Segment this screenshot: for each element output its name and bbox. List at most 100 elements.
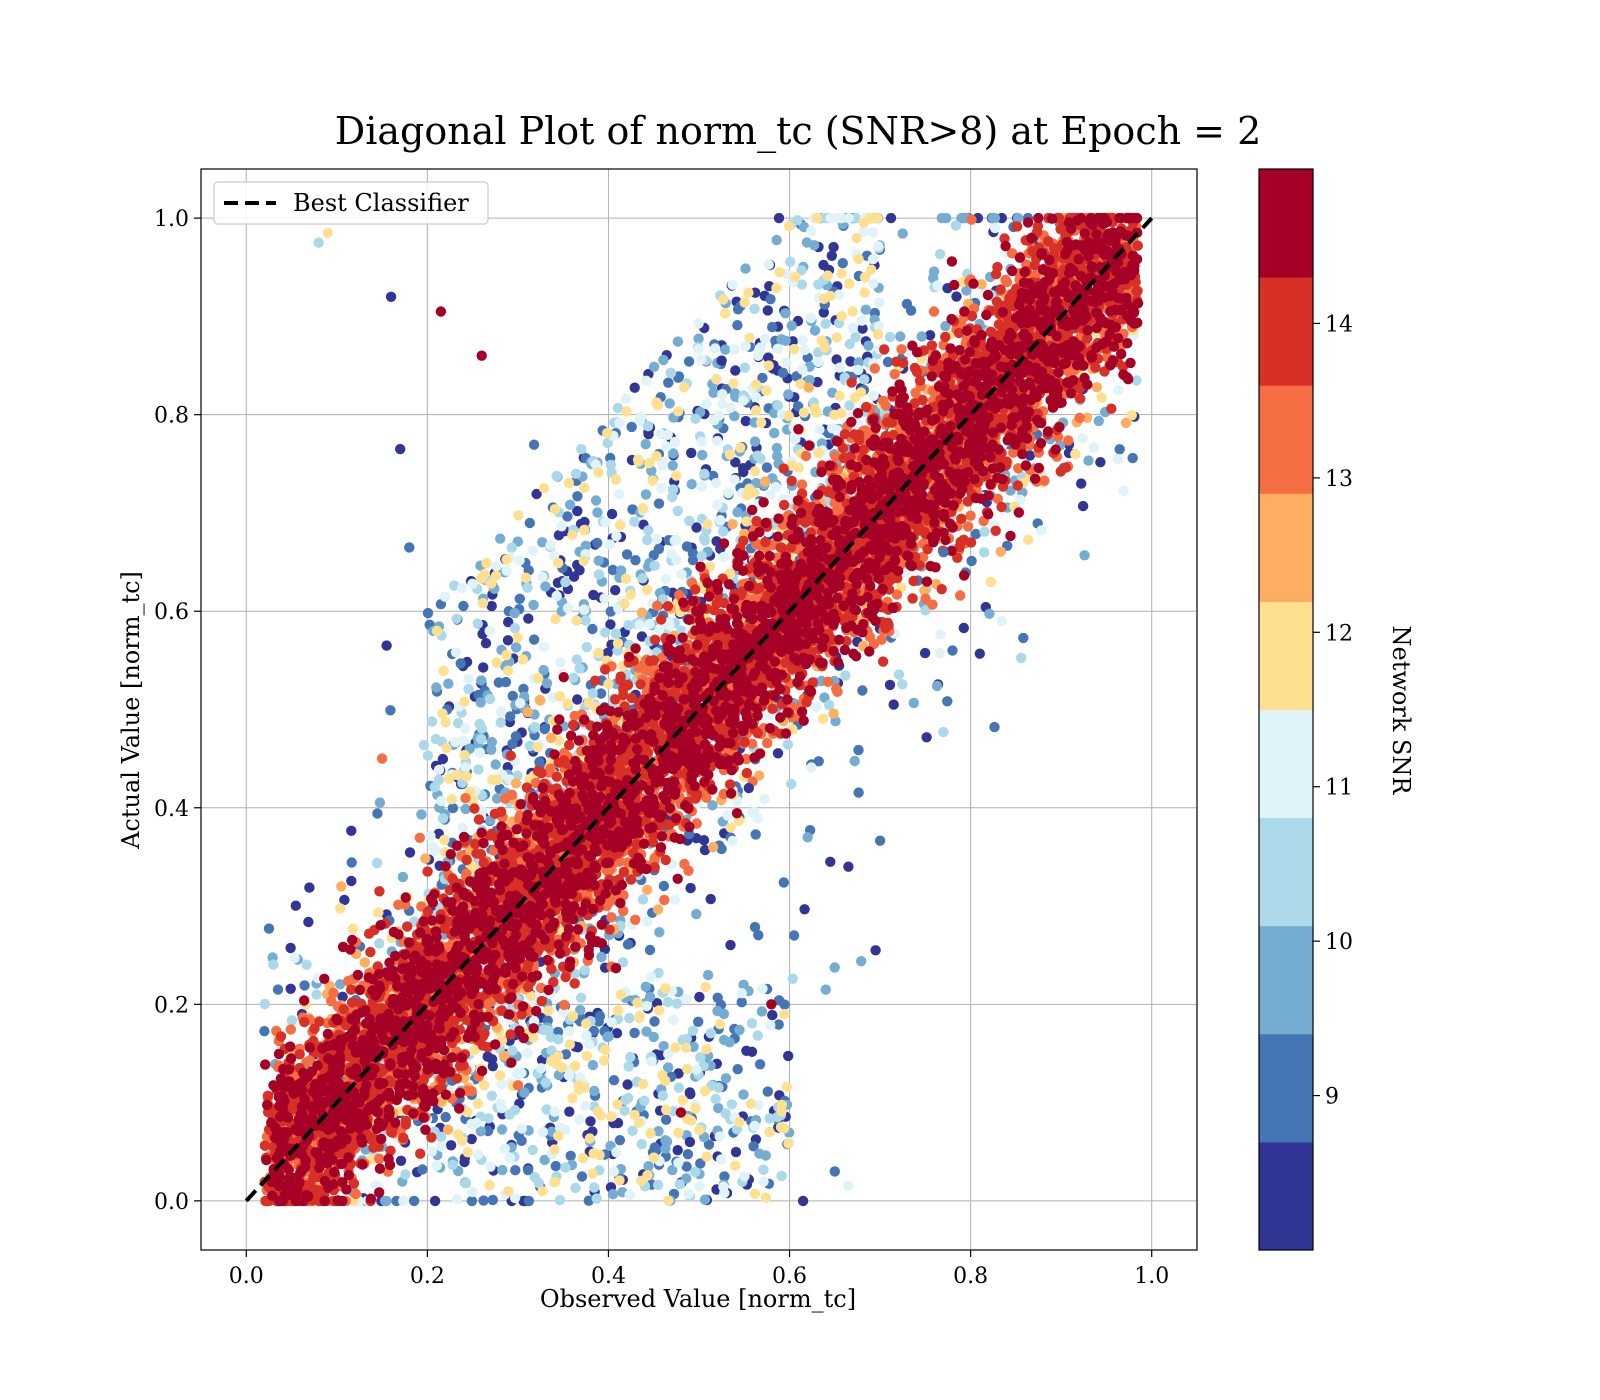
scatter-point <box>657 1090 668 1101</box>
scatter-point <box>683 356 695 367</box>
scatter-point <box>580 1100 591 1112</box>
scatter-point <box>592 1106 604 1117</box>
scatter-point <box>664 398 675 409</box>
scatter-point <box>514 555 525 566</box>
scatter-point <box>553 557 564 569</box>
scatter-point <box>299 980 310 991</box>
scatter-point <box>779 1008 790 1020</box>
scatter-point <box>581 1030 592 1041</box>
scatter-point <box>702 969 714 981</box>
scatter-point <box>732 320 743 331</box>
scatter-point <box>797 335 808 346</box>
scatter-point <box>809 325 821 336</box>
scatter-point <box>781 1081 793 1093</box>
scatter-point <box>658 880 670 892</box>
scatter-point <box>637 894 649 905</box>
scatter-point <box>938 726 949 738</box>
scatter-point <box>780 308 791 319</box>
scatter-point <box>451 1194 463 1205</box>
scatter-point <box>672 336 684 347</box>
scatter-point <box>874 835 886 846</box>
scatter-point <box>615 520 626 531</box>
scatter-point <box>571 615 582 626</box>
scatter-point <box>587 1168 598 1179</box>
scatter-point <box>487 1194 498 1206</box>
scatter-point <box>744 332 755 343</box>
scatter-point <box>623 1061 634 1072</box>
scatter-point <box>397 871 409 883</box>
scatter-point <box>676 569 687 580</box>
scatter-point <box>581 1050 593 1062</box>
scatter-point <box>614 417 625 429</box>
scatter-point <box>373 907 384 918</box>
scatter-point <box>724 449 736 460</box>
scatter-point <box>760 1192 771 1203</box>
scatter-point <box>783 1138 794 1149</box>
scatter-point <box>599 1055 610 1066</box>
scatter-point <box>590 495 602 506</box>
scatter-point <box>793 462 804 473</box>
scatter-point <box>346 857 357 868</box>
scatter-point <box>686 447 697 459</box>
scatter-point <box>259 998 270 1010</box>
scatter-point <box>461 771 472 782</box>
scatter-point <box>587 1059 599 1071</box>
scatter-point <box>507 738 518 750</box>
scatter-point <box>694 991 705 1003</box>
scatter-point <box>763 259 774 270</box>
scatter-point <box>641 884 653 895</box>
scatter-point <box>285 942 296 954</box>
scatter-point <box>714 1018 726 1030</box>
scatter-point <box>612 638 624 649</box>
scatter-point <box>783 1050 794 1062</box>
scatter-point <box>594 1149 605 1161</box>
scatter-point <box>456 583 468 594</box>
scatter-point <box>759 476 771 487</box>
scatter-point <box>951 291 962 302</box>
scatter-point <box>1113 385 1124 396</box>
scatter-point <box>660 1143 671 1154</box>
scatter-point <box>710 1093 721 1105</box>
scatter-point <box>1022 534 1034 545</box>
scatter-point <box>502 762 513 773</box>
scatter-point <box>935 629 946 640</box>
scatter-point <box>699 844 711 856</box>
scatter-point <box>813 447 824 459</box>
scatter-point <box>705 1028 716 1039</box>
scatter-point <box>600 627 611 638</box>
scatter-point <box>642 534 653 546</box>
scatter-point <box>966 214 977 225</box>
scatter-point <box>268 959 279 970</box>
scatter-point <box>701 1044 712 1055</box>
scatter-point <box>658 354 669 366</box>
scatter-point <box>502 665 514 676</box>
scatter-point <box>610 474 622 485</box>
scatter-point <box>427 841 438 853</box>
scatter-point <box>695 1158 706 1169</box>
scatter-point <box>834 289 845 300</box>
scatter-point <box>374 938 385 949</box>
scatter-point <box>605 619 616 630</box>
scatter-point <box>699 535 710 546</box>
scatter-point <box>641 375 652 386</box>
scatter-point <box>694 1181 705 1192</box>
scatter-point <box>874 297 885 308</box>
scatter-point <box>466 1195 478 1207</box>
scatter-point <box>660 983 671 994</box>
scatter-point <box>836 212 847 224</box>
scatter-point <box>545 732 557 744</box>
scatter-point <box>834 390 845 402</box>
scatter-point <box>644 457 655 469</box>
scatter-point <box>712 435 723 447</box>
scatter-point <box>612 1099 623 1110</box>
scatter-point <box>537 571 548 582</box>
scatter-point <box>607 564 619 576</box>
scatter-point <box>668 1014 679 1026</box>
scatter-point <box>611 1028 623 1039</box>
scatter-point <box>549 1176 561 1188</box>
scatter-point <box>805 312 817 324</box>
scatter-point <box>496 1103 507 1114</box>
scatter-point <box>571 654 583 665</box>
scatter-point <box>579 482 590 493</box>
scatter-point <box>549 1144 560 1155</box>
